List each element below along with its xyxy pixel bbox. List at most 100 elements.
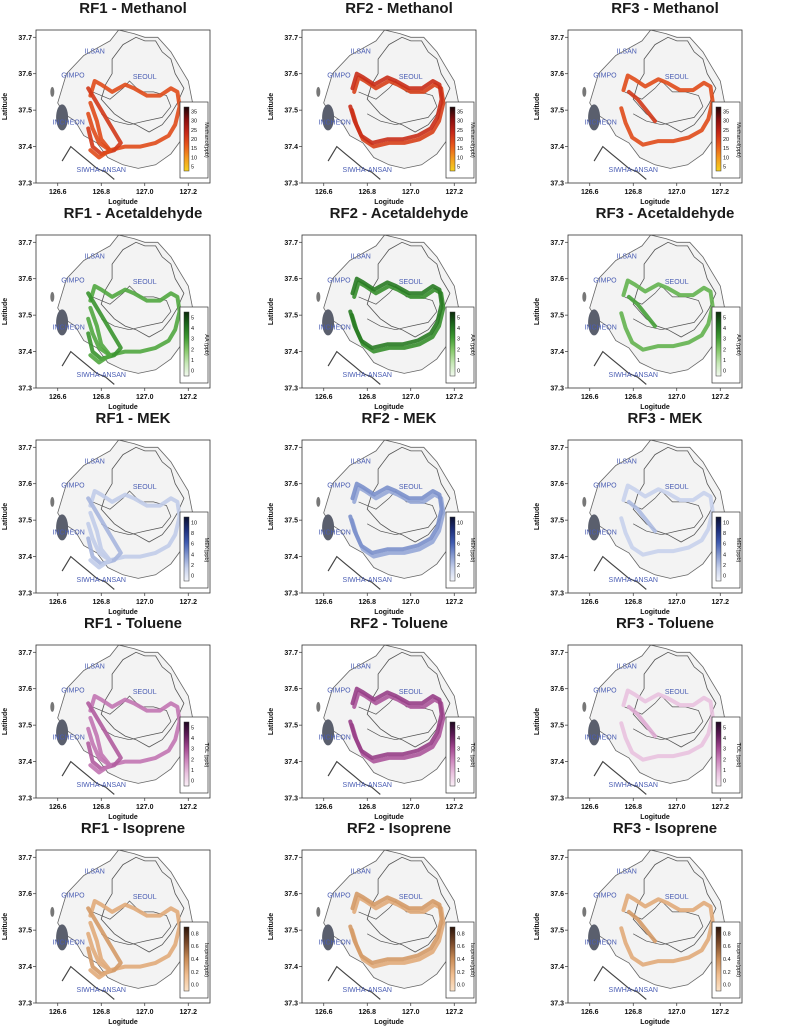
colorbar-tick-label: 0.2 — [191, 970, 199, 976]
y-tick-label: 37.7 — [550, 855, 564, 862]
flight-track — [626, 909, 657, 944]
x-tick-label: 126.8 — [624, 599, 642, 606]
colorbar-tick-label: 6 — [457, 542, 460, 548]
colorbar-tick-label: 4 — [723, 736, 726, 742]
y-tick-label: 37.7 — [284, 240, 298, 247]
colorbar-tick-label: 0.6 — [457, 944, 465, 950]
colorbar-label: MEK(ppb) — [203, 538, 209, 563]
panel-title: RF3 - Isoprene — [612, 820, 718, 837]
place-label: GIMPO — [593, 892, 617, 899]
inner-boundary — [92, 285, 172, 331]
place-label: GIMPO — [593, 277, 617, 284]
x-tick-label: 126.6 — [315, 189, 333, 196]
x-tick-label: 127.0 — [668, 394, 686, 401]
place-label: GIMPO — [327, 687, 351, 694]
x-tick-label: 127.2 — [179, 599, 197, 606]
y-tick-label: 37.6 — [284, 686, 298, 693]
colorbar — [715, 721, 722, 787]
y-tick-label: 37.7 — [18, 445, 32, 452]
x-tick-label: 126.8 — [358, 394, 376, 401]
seoul-boundary — [100, 36, 185, 133]
place-label: SIWHA-ANSAN — [609, 782, 658, 789]
y-tick-label: 37.4 — [550, 554, 564, 561]
island-cluster — [316, 86, 321, 97]
map-panel-rf2-acetaldehyde: RF2 - Acetaldehyde ILSAN SEOUL GIMPO INCHEON… — [266, 205, 532, 411]
coastline — [327, 555, 381, 590]
place-label: SIWHA-ANSAN — [609, 577, 658, 584]
island-cluster — [56, 309, 69, 336]
x-axis-label: Logitude — [640, 609, 670, 616]
y-tick-label: 37.4 — [18, 964, 32, 971]
island-cluster — [50, 906, 55, 917]
map-panel-rf1-methanol: RF1 - Methanol ILSAN SEOUL GIMPO INCHEON SIWH… — [0, 0, 266, 206]
y-tick-label: 37.4 — [284, 554, 298, 561]
x-axis-label: Logitude — [108, 199, 138, 206]
place-label: SEOUL — [665, 689, 689, 696]
map-plot: ILSAN SEOUL GIMPO INCHEON SIWHA-ANSAN 126.6 12… — [534, 849, 743, 1026]
x-tick-label: 127.2 — [711, 394, 729, 401]
x-tick-label: 126.6 — [581, 394, 599, 401]
plot-frame — [567, 644, 743, 799]
panel-title: RF2 - Isoprene — [346, 820, 452, 837]
place-label: GIMPO — [61, 687, 85, 694]
x-axis-label: Logitude — [374, 404, 404, 411]
place-label: INCHEON — [318, 530, 350, 537]
colorbar-tick-label: 1 — [457, 358, 460, 364]
x-tick-label: 126.6 — [581, 599, 599, 606]
colorbar-tick-label: 0 — [457, 779, 460, 785]
flight-track — [619, 893, 715, 967]
inner-boundary — [358, 490, 438, 536]
colorbar-tick-label: 20 — [191, 137, 197, 143]
island-cluster — [582, 291, 587, 302]
x-tick-label: 127.0 — [668, 1009, 686, 1016]
place-label: ILSAN — [85, 869, 105, 876]
place-label: INCHEON — [584, 325, 616, 332]
region-boundary — [323, 440, 460, 579]
x-tick-label: 126.6 — [315, 599, 333, 606]
colorbar-tick-label: 10 — [191, 520, 197, 526]
x-tick-label: 126.8 — [358, 1009, 376, 1016]
place-label: SEOUL — [399, 74, 423, 81]
y-tick-label: 37.6 — [18, 71, 32, 78]
x-tick-label: 127.2 — [445, 599, 463, 606]
panel-title: RF1 - Toluene — [83, 615, 183, 632]
plot-frame — [301, 849, 477, 1004]
colorbar-tick-label: 0.0 — [723, 983, 731, 989]
y-tick-label: 37.6 — [18, 481, 32, 488]
inner-boundary — [358, 80, 438, 126]
x-tick-label: 126.6 — [581, 1009, 599, 1016]
coastline — [61, 350, 115, 385]
colorbar-tick-label: 1 — [191, 358, 194, 364]
place-label: ILSAN — [85, 49, 105, 56]
island-cluster — [50, 701, 55, 712]
x-tick-label: 126.6 — [315, 394, 333, 401]
colorbar — [449, 311, 456, 377]
y-tick-label: 37.5 — [550, 313, 564, 320]
y-tick-label: 37.3 — [18, 386, 32, 393]
y-tick-label: 37.5 — [18, 928, 32, 935]
region-boundary — [323, 850, 460, 989]
map-panel-rf1-toluene: RF1 - Toluene ILSAN SEOUL GIMPO INCHEON SIWHA… — [0, 615, 266, 821]
y-tick-label: 37.5 — [550, 108, 564, 115]
place-label: INCHEON — [584, 120, 616, 127]
x-tick-label: 126.6 — [315, 804, 333, 811]
colorbar-label: TOL (ppb) — [469, 743, 475, 768]
y-axis-label: Latitude — [268, 298, 275, 325]
y-tick-label: 37.6 — [550, 891, 564, 898]
colorbar-tick-label: 0.0 — [457, 983, 465, 989]
region-boundary — [589, 645, 726, 784]
island-cluster — [56, 719, 69, 746]
colorbar — [183, 721, 190, 787]
colorbar-tick-label: 8 — [191, 531, 194, 537]
plot-frame — [35, 849, 211, 1004]
x-tick-label: 127.0 — [136, 189, 154, 196]
map-plot: ILSAN SEOUL GIMPO INCHEON SIWHA-ANSAN 126.6 12… — [2, 439, 211, 616]
place-label: GIMPO — [327, 72, 351, 79]
x-tick-label: 126.8 — [624, 804, 642, 811]
y-tick-label: 37.3 — [18, 591, 32, 598]
region-boundary — [323, 235, 460, 374]
colorbar-label: TOL (ppb) — [203, 743, 209, 768]
x-tick-label: 127.2 — [445, 1009, 463, 1016]
flight-track — [88, 920, 112, 980]
island-cluster — [582, 906, 587, 917]
